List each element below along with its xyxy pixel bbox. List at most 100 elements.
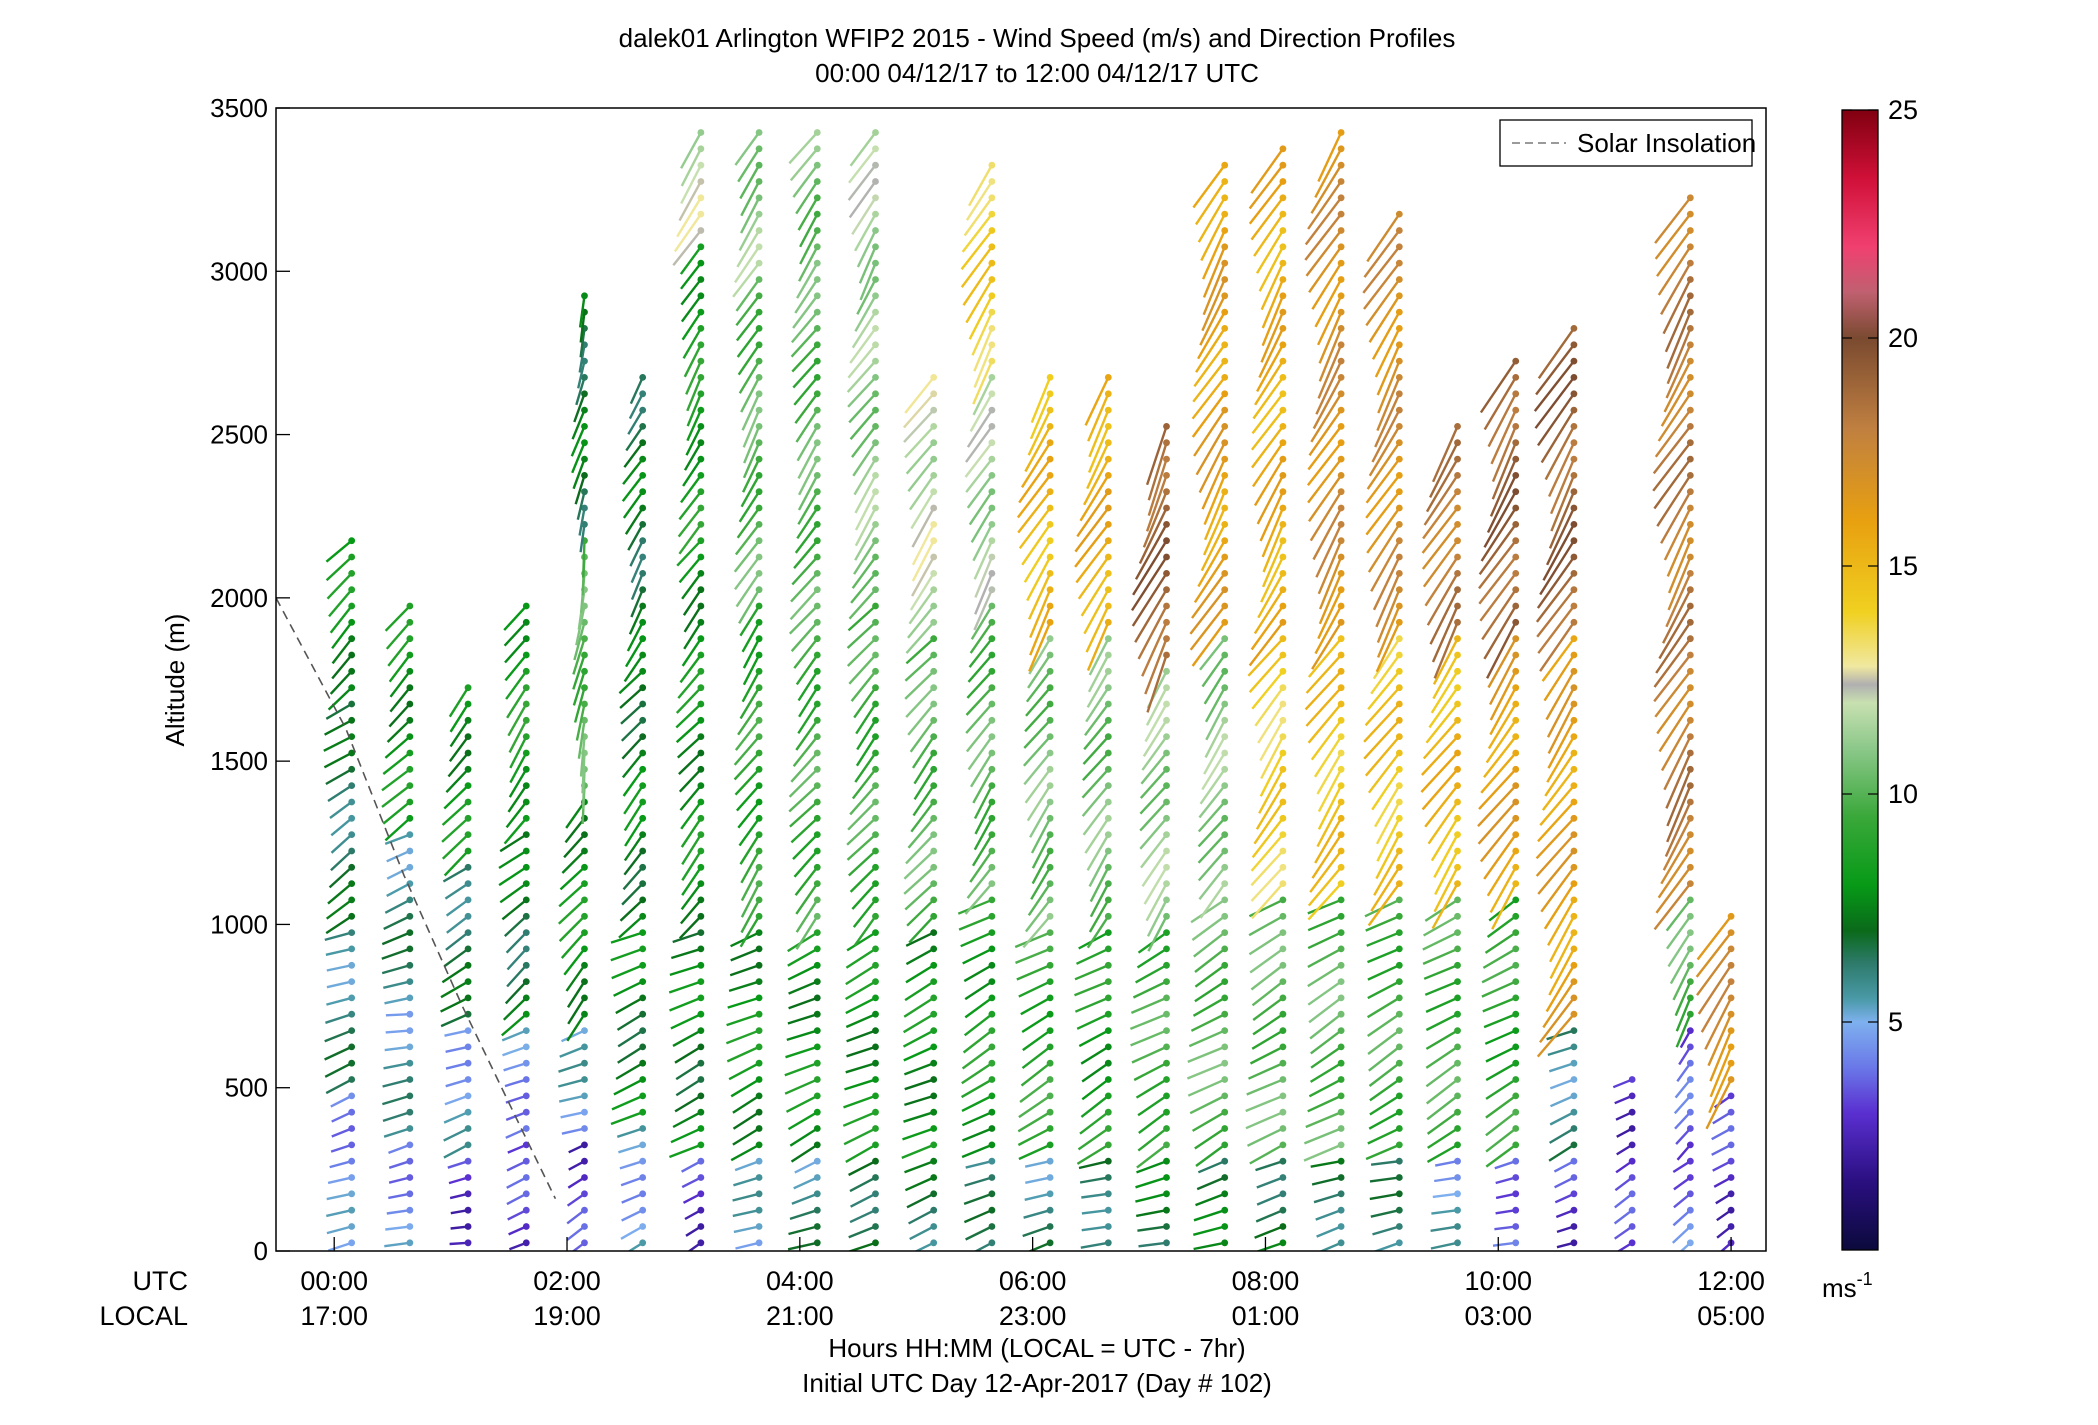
wind-barb-dot — [1570, 1190, 1578, 1198]
wind-barb-dot — [1570, 651, 1578, 659]
wind-barb-dot — [1046, 390, 1054, 398]
wind-barb — [1675, 997, 1692, 1032]
wind-barb-dot — [348, 570, 356, 577]
wind-barb-dot — [464, 814, 472, 822]
wind-barb-dot — [872, 488, 879, 496]
wind-barb — [908, 588, 935, 625]
wind-barb — [1145, 883, 1168, 922]
wind-barb — [844, 980, 877, 1001]
wind-barb-dot — [1046, 1125, 1054, 1132]
wind-barb-dot — [1395, 1092, 1403, 1100]
wind-barb-dot — [1221, 700, 1229, 708]
wind-barb — [1365, 1143, 1400, 1161]
wind-barb-dot — [1395, 1010, 1403, 1018]
wind-barb-dot — [1221, 651, 1229, 659]
wind-barb-dot — [639, 1223, 647, 1230]
wind-barb — [682, 327, 702, 359]
wind-barb-dot — [1163, 667, 1170, 675]
wind-barb — [1316, 801, 1343, 848]
wind-barb — [672, 931, 702, 944]
wind-barb — [847, 344, 877, 379]
wind-barb-dot — [1454, 782, 1461, 789]
wind-barb — [846, 833, 877, 861]
wind-barb-dot — [1512, 700, 1520, 708]
wind-barb-dot — [1163, 994, 1170, 1002]
wind-barb-dot — [1163, 618, 1170, 626]
wind-barb — [958, 915, 993, 931]
wind-barb — [1146, 899, 1168, 937]
wind-barb — [787, 1013, 818, 1025]
wind-barb — [611, 1094, 644, 1111]
wind-barb-dot — [1686, 700, 1694, 708]
wind-barb — [1318, 311, 1343, 364]
wind-barb — [440, 996, 469, 1013]
wind-barb-dot — [1046, 472, 1054, 479]
wind-barb — [325, 556, 353, 582]
wind-barb — [323, 735, 353, 752]
wind-barb-dot — [639, 406, 647, 414]
wind-barb — [1250, 197, 1284, 241]
wind-barb — [628, 605, 644, 635]
wind-barb-dot — [1279, 341, 1287, 349]
wind-profile — [1129, 423, 1170, 1248]
wind-barb — [388, 1160, 411, 1169]
wind-barb-dot — [755, 831, 763, 838]
wind-barb-dot — [1570, 586, 1578, 594]
wind-barb-dot — [581, 945, 588, 953]
wind-barb-dot — [1279, 1059, 1287, 1067]
wind-barb-dot — [1395, 880, 1403, 887]
wind-barb-dot — [1570, 1125, 1578, 1132]
wind-barb — [734, 523, 761, 556]
wind-barb-dot — [1337, 765, 1345, 773]
wind-barb — [1547, 719, 1575, 769]
wind-barb — [1028, 572, 1052, 620]
wind-barb-dot — [1512, 439, 1520, 447]
wind-barb — [908, 1209, 935, 1225]
wind-barb — [1492, 1241, 1516, 1247]
wind-barb-dot — [988, 357, 996, 365]
wind-barb-dot — [1221, 537, 1229, 545]
wind-barb-dot — [1337, 308, 1345, 316]
wind-barb-dot — [1337, 1108, 1345, 1116]
wind-barb-dot — [1395, 961, 1403, 969]
wind-barb — [1662, 589, 1692, 644]
wind-barb-dot — [1570, 880, 1578, 887]
wind-barb-dot — [639, 586, 647, 594]
wind-barb-dot — [697, 651, 705, 659]
wind-barb — [385, 1225, 411, 1231]
wind-barb-dot — [813, 1010, 821, 1018]
wind-barb — [963, 1192, 993, 1206]
wind-barb-dot — [522, 1092, 530, 1100]
wind-barb — [1135, 964, 1168, 984]
wind-barb-dot — [1279, 961, 1287, 969]
wind-barb — [331, 637, 353, 665]
wind-barb — [1083, 719, 1110, 751]
legend-label: Solar Insolation — [1577, 128, 1756, 158]
wind-barb-dot — [522, 1125, 530, 1132]
wind-barb — [853, 915, 877, 947]
wind-barb-dot — [1046, 1043, 1054, 1051]
wind-barb — [1139, 801, 1168, 832]
wind-barb-dot — [1221, 259, 1229, 267]
wind-barb-dot — [988, 994, 996, 1002]
wind-barb-dot — [1570, 961, 1578, 969]
wind-barb-dot — [522, 667, 530, 675]
wind-barb-dot — [1570, 1141, 1578, 1149]
wind-barb — [1377, 360, 1401, 414]
wind-barb-dot — [348, 945, 356, 953]
wind-barb-dot — [1221, 929, 1229, 936]
wind-barb-dot — [406, 733, 414, 740]
wind-barb — [740, 197, 761, 234]
wind-barb — [1195, 1143, 1226, 1167]
wind-barb — [1245, 1094, 1284, 1113]
wind-barb — [1485, 1062, 1517, 1082]
wind-barb — [968, 491, 993, 526]
wind-barb-dot — [930, 847, 938, 855]
wind-barb-dot — [1221, 406, 1229, 414]
wind-barb — [733, 1176, 760, 1187]
wind-barb — [673, 213, 702, 253]
wind-barb-dot — [1221, 831, 1229, 838]
wind-barb-dot — [1104, 945, 1112, 953]
wind-barb — [1489, 866, 1517, 913]
wind-barb-dot — [872, 1010, 879, 1018]
